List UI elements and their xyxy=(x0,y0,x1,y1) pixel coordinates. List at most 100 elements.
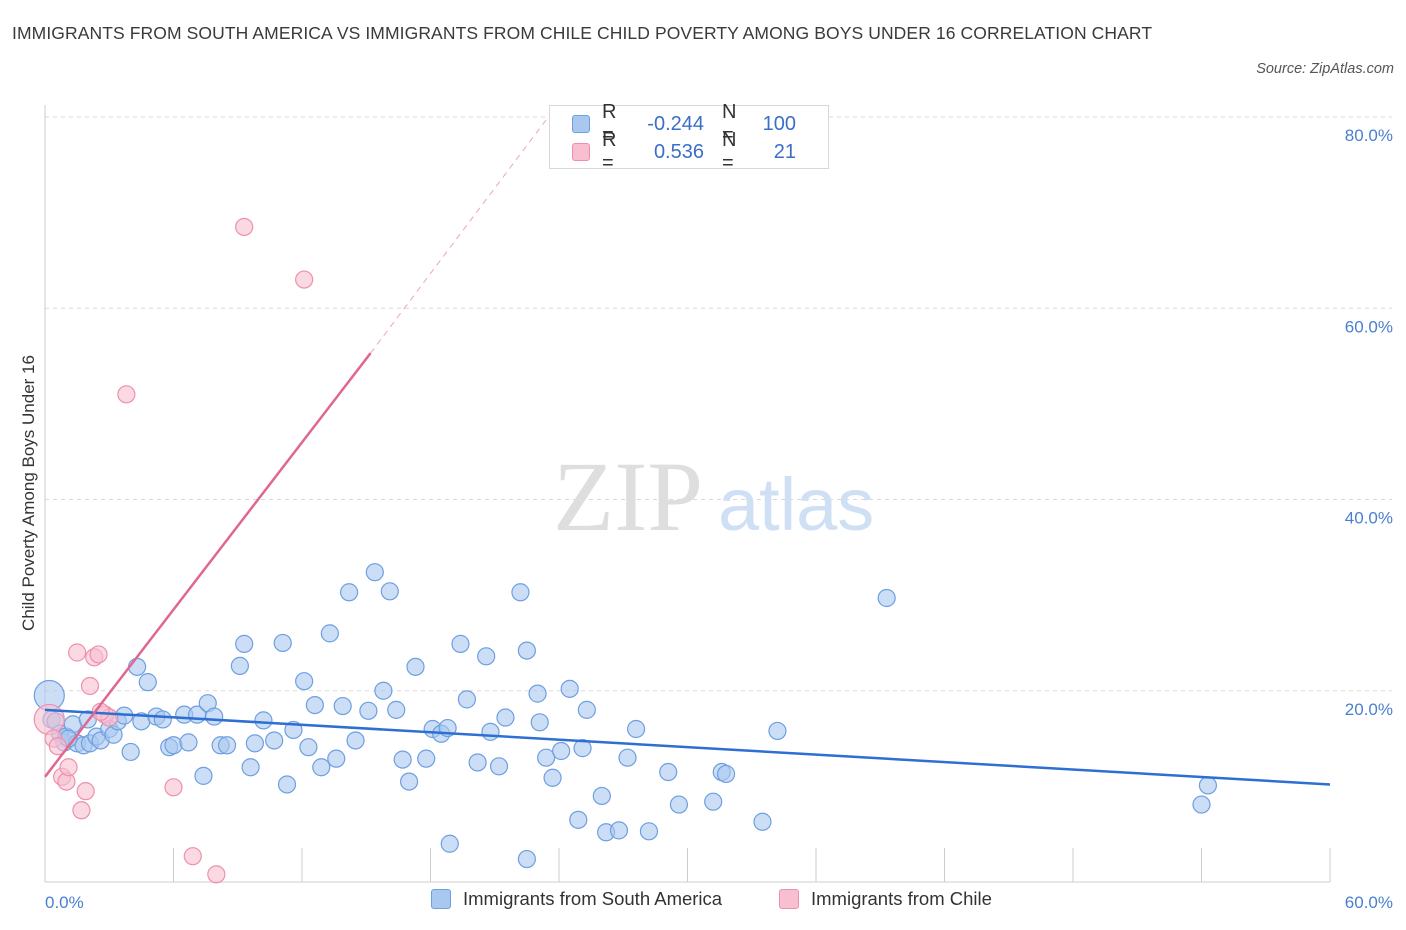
point-south-america xyxy=(295,672,314,691)
point-south-america xyxy=(380,582,399,601)
point-south-america xyxy=(716,764,736,784)
legend-swatch-pink xyxy=(572,143,590,161)
chart-title: IMMIGRANTS FROM SOUTH AMERICA VS IMMIGRA… xyxy=(12,23,1153,43)
series-legend-item-south-america[interactable]: Immigrants from South America xyxy=(431,888,722,910)
point-south-america xyxy=(573,739,592,758)
point-south-america xyxy=(560,679,579,698)
source-label: Source: ZipAtlas.com xyxy=(1256,61,1394,77)
point-south-america xyxy=(451,634,470,653)
point-chile xyxy=(235,217,254,237)
point-south-america xyxy=(517,849,536,869)
point-south-america xyxy=(768,721,787,741)
point-south-america xyxy=(406,657,425,676)
point-south-america xyxy=(138,673,157,692)
point-south-america xyxy=(468,753,487,772)
watermark: ZIP atlas xyxy=(553,441,874,552)
point-south-america xyxy=(305,695,324,715)
point-south-america xyxy=(577,700,596,719)
point-south-america xyxy=(417,749,436,768)
point-south-america xyxy=(481,722,500,741)
point-chile xyxy=(80,676,100,696)
point-chile xyxy=(72,801,91,820)
point-chile xyxy=(68,643,87,662)
tick-labels: 20.0% 40.0% 60.0% 80.0% 0.0% 60.0% xyxy=(45,126,1393,912)
point-south-america xyxy=(393,750,412,769)
point-south-america xyxy=(659,762,678,782)
y-tick-label: 40.0% xyxy=(1345,509,1393,528)
x-tick-label: 60.0% xyxy=(1345,893,1393,912)
legend-r-value: 0.536 xyxy=(653,140,704,163)
point-south-america xyxy=(340,583,359,602)
point-chile xyxy=(117,385,136,404)
point-south-america xyxy=(179,733,198,752)
series-legend-label: Immigrants from Chile xyxy=(811,888,992,909)
point-south-america xyxy=(537,748,556,767)
point-south-america xyxy=(399,772,419,791)
point-south-america xyxy=(164,736,183,755)
point-south-america xyxy=(704,792,723,811)
point-south-america xyxy=(265,731,284,750)
point-south-america xyxy=(618,748,637,767)
point-south-america xyxy=(235,634,254,653)
point-south-america xyxy=(1192,795,1211,814)
point-chile xyxy=(48,737,67,756)
point-south-america xyxy=(273,633,292,653)
series-swatch-blue xyxy=(431,889,451,909)
legend-row-south-america: R = -0.244 N = 100 xyxy=(572,101,796,146)
point-south-america xyxy=(359,701,378,720)
point-chile xyxy=(164,778,183,797)
point-south-america xyxy=(333,696,352,716)
point-south-america xyxy=(387,700,406,719)
point-south-america xyxy=(552,741,571,761)
legend-r-label: R = xyxy=(602,101,617,146)
series-legend-item-chile[interactable]: Immigrants from Chile xyxy=(779,888,992,910)
x-tick-label: 0.0% xyxy=(45,893,84,912)
point-south-america xyxy=(440,834,459,853)
point-south-america xyxy=(205,707,224,726)
point-south-america xyxy=(299,738,318,757)
point-south-america xyxy=(569,810,588,829)
point-south-america xyxy=(1198,776,1218,795)
point-south-america xyxy=(877,588,896,608)
point-south-america xyxy=(489,757,509,776)
trend-line-chile xyxy=(44,352,372,778)
y-tick-label: 80.0% xyxy=(1345,126,1393,145)
point-south-america xyxy=(543,768,562,787)
point-south-america xyxy=(277,775,297,794)
point-chile xyxy=(76,782,95,801)
point-south-america xyxy=(312,758,331,777)
point-south-america xyxy=(511,583,530,602)
point-south-america xyxy=(528,684,547,703)
point-chile xyxy=(207,865,226,884)
point-chile xyxy=(183,847,202,866)
correlation-legend: R = -0.244 N = 100 R = 0.536 N = 21 xyxy=(549,101,829,174)
point-south-america xyxy=(121,742,140,762)
point-south-america xyxy=(241,758,260,777)
point-south-america xyxy=(127,657,147,676)
watermark-atlas: atlas xyxy=(718,463,874,546)
trend-lines xyxy=(44,116,1331,786)
point-south-america xyxy=(217,736,237,755)
legend-n-label: N = xyxy=(722,129,737,174)
legend-row-chile: R = 0.536 N = 21 xyxy=(572,129,796,174)
legend-n-label: N = xyxy=(722,101,737,146)
point-south-america xyxy=(496,708,515,727)
point-south-america xyxy=(320,624,339,643)
point-south-america xyxy=(626,719,646,739)
point-chile xyxy=(295,270,314,289)
series-legend-label: Immigrants from South America xyxy=(463,888,723,909)
point-south-america xyxy=(609,821,629,840)
point-south-america xyxy=(592,786,611,806)
series-swatch-pink xyxy=(779,889,799,909)
point-south-america xyxy=(477,647,496,666)
legend-r-label: R = xyxy=(602,129,617,174)
point-chile xyxy=(89,645,108,664)
point-south-america xyxy=(517,641,536,660)
point-south-america xyxy=(374,681,393,700)
legend-r-value: -0.244 xyxy=(647,112,704,135)
legend-n-value: 21 xyxy=(773,140,796,163)
legend-n-value: 100 xyxy=(762,112,796,135)
point-south-america xyxy=(153,710,172,729)
watermark-zip: ZIP xyxy=(553,441,703,552)
